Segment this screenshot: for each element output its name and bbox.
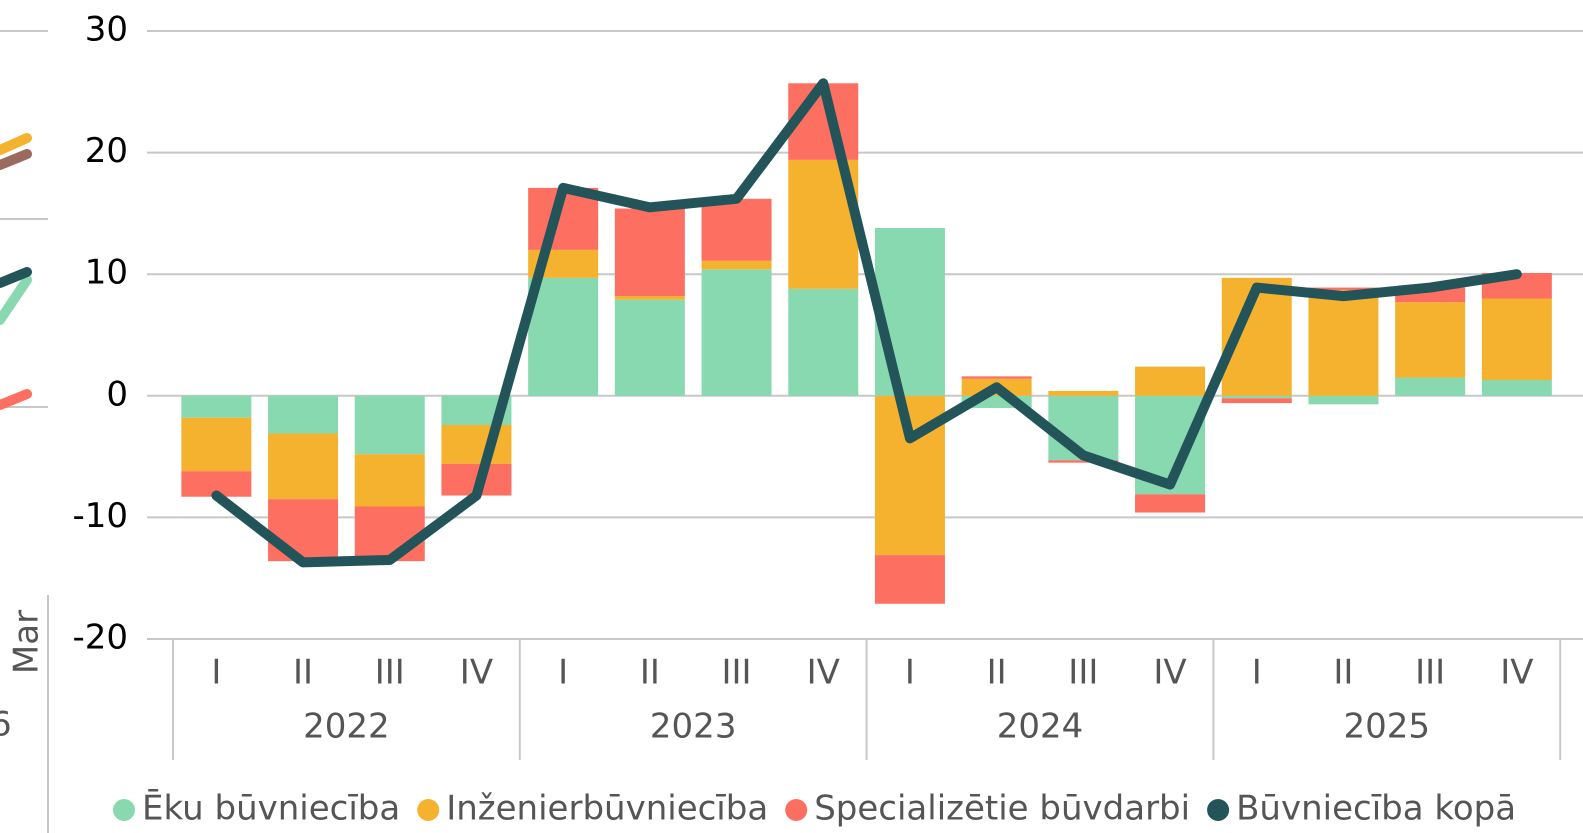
fragment-line (0, 267, 32, 288)
bar-segment (701, 260, 772, 270)
bar-segment (181, 417, 252, 472)
bar-segment (354, 395, 425, 455)
x-tick-label: IV (1500, 653, 1533, 693)
x-tick-label: II (293, 653, 313, 693)
x-tick-label: IV (807, 653, 840, 693)
x-tick-label: I (1252, 653, 1262, 693)
x-tick-label: III (722, 653, 752, 693)
x-tick-label: III (1415, 653, 1445, 693)
bar-segment (1135, 366, 1206, 396)
y-tick-label: 0 (106, 374, 128, 414)
bar-segment (354, 454, 425, 507)
y-tick-label: 10 (85, 253, 128, 293)
bar-segment (1221, 398, 1292, 404)
legend-label: Inženierbūvniecība (446, 789, 768, 829)
x-tick-label: II (987, 653, 1007, 693)
bar-segment (874, 555, 945, 604)
group-label: 2025 (1344, 707, 1431, 747)
bar-segment (701, 269, 772, 396)
bar-segment (1481, 379, 1552, 396)
bar-segment (354, 506, 425, 562)
x-tick-label: I (905, 653, 915, 693)
x-tick-label: I (558, 653, 568, 693)
bar-segment (614, 208, 685, 297)
bar-segment (961, 376, 1032, 379)
legend-label: Ēku būvniecība (142, 789, 400, 829)
bar-segment (268, 499, 339, 562)
bar-segment (1308, 290, 1379, 396)
bar-segment (1048, 390, 1119, 396)
legend-marker (417, 799, 440, 821)
x-tick-label: III (1068, 653, 1098, 693)
legend-label: Specializētie būvdarbi (814, 789, 1190, 829)
bar-segment (441, 424, 512, 464)
bar-segment (1135, 494, 1206, 513)
legend-marker (785, 799, 808, 821)
group-label: 2024 (997, 707, 1084, 747)
y-tick-label: 30 (85, 10, 128, 50)
y-tick-label: -20 (72, 618, 128, 658)
y-tick-label: 20 (85, 131, 128, 171)
bar-segment (268, 433, 339, 500)
x-tick-label: II (1333, 653, 1353, 693)
bar-segment (614, 296, 685, 300)
bar-segment (1308, 395, 1379, 405)
fragment-label: 6 (0, 705, 12, 745)
group-label: 2022 (303, 707, 390, 747)
x-tick-label: IV (460, 653, 493, 693)
bar-segment (528, 277, 599, 396)
group-label: 2023 (650, 707, 737, 747)
fragment-label: Mar (7, 610, 47, 674)
legend-label: Būvniecība kopā (1236, 789, 1516, 829)
x-tick-label: III (375, 653, 405, 693)
bar-segment (874, 227, 945, 396)
x-tick-label: II (640, 653, 660, 693)
x-tick-label: IV (1153, 653, 1186, 693)
left-fragment: Mar 6 (0, 30, 49, 833)
fragment-line (0, 149, 32, 170)
bar-segment (1308, 287, 1379, 291)
bar-segment (181, 395, 252, 418)
bar-segment (788, 288, 859, 396)
x-tick-label: I (211, 653, 221, 693)
bar-segment (1048, 460, 1119, 463)
bar-segment (1221, 395, 1292, 399)
fragment-line (0, 389, 32, 410)
fragment-line (0, 275, 32, 325)
bar-segment (1395, 377, 1466, 396)
fragment-line (0, 133, 32, 155)
bar-segment (1481, 298, 1552, 380)
total-line (211, 78, 1522, 568)
bar-segment (614, 299, 685, 396)
legend-marker (1207, 799, 1230, 821)
y-tick-label: -10 (72, 496, 128, 536)
bar-segment (701, 198, 772, 261)
bar-segment (1395, 302, 1466, 378)
bar-segment (268, 395, 339, 434)
legend-marker (113, 799, 135, 821)
